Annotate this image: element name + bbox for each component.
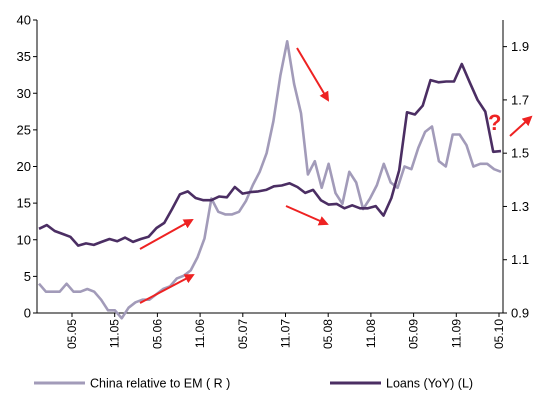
annotation-arrow-4 bbox=[285, 205, 329, 226]
x-tick-label: 11.08 bbox=[364, 319, 378, 348]
left-tick-label: 20 bbox=[17, 159, 31, 174]
x-tick-label: 05.10 bbox=[492, 319, 506, 349]
left-tick-label: 15 bbox=[17, 196, 31, 211]
x-axis-ticks: 05.05 11.05 05.06 11.06 05.07 11.07 05.08 11.08… bbox=[65, 313, 506, 349]
x-tick-label: 05.08 bbox=[321, 319, 335, 349]
legend: China relative to EM ( R ) Loans (YoY) (… bbox=[34, 377, 473, 391]
left-tick-label: 0 bbox=[24, 306, 31, 321]
annotation-question-mark: ? bbox=[488, 110, 501, 135]
annotation-arrow-3 bbox=[296, 47, 330, 102]
series-line-china-relative bbox=[38, 39, 502, 320]
right-axis-ticks: 0.9 1.1 1.3 1.5 1.7 1.9 bbox=[503, 39, 529, 321]
left-tick-label: 10 bbox=[17, 232, 31, 247]
x-tick-label: 05.05 bbox=[65, 319, 79, 349]
annotation-arrow-5 bbox=[509, 115, 533, 137]
left-tick-label: 40 bbox=[17, 13, 31, 28]
right-tick-label: 1.1 bbox=[511, 252, 529, 267]
left-axis-ticks: 0 5 10 15 20 25 30 35 40 bbox=[17, 13, 37, 321]
right-tick-label: 1.3 bbox=[511, 199, 529, 214]
left-tick-label: 25 bbox=[17, 122, 31, 137]
x-tick-label: 11.09 bbox=[449, 319, 463, 348]
x-tick-label: 05.06 bbox=[150, 319, 164, 349]
annotation-layer: ? bbox=[139, 47, 533, 304]
right-tick-label: 1.7 bbox=[511, 92, 529, 107]
annotation-arrow-2 bbox=[139, 274, 195, 304]
left-tick-label: 5 bbox=[24, 269, 31, 284]
left-tick-label: 30 bbox=[17, 86, 31, 101]
x-tick-label: 05.07 bbox=[236, 319, 250, 349]
series-line-loans bbox=[38, 62, 502, 247]
legend-label-china-relative: China relative to EM ( R ) bbox=[90, 377, 230, 391]
x-tick-label: 11.06 bbox=[193, 319, 207, 348]
annotation-arrow-1 bbox=[139, 219, 194, 250]
x-tick-label: 11.07 bbox=[279, 319, 293, 348]
right-tick-label: 1.9 bbox=[511, 39, 529, 54]
series-layer bbox=[38, 39, 502, 320]
x-tick-label: 05.09 bbox=[407, 319, 421, 349]
x-tick-label: 11.05 bbox=[108, 319, 122, 348]
right-tick-label: 0.9 bbox=[511, 306, 529, 321]
legend-label-loans: Loans (YoY) (L) bbox=[386, 377, 473, 391]
right-tick-label: 1.5 bbox=[511, 146, 529, 161]
left-tick-label: 35 bbox=[17, 49, 31, 64]
